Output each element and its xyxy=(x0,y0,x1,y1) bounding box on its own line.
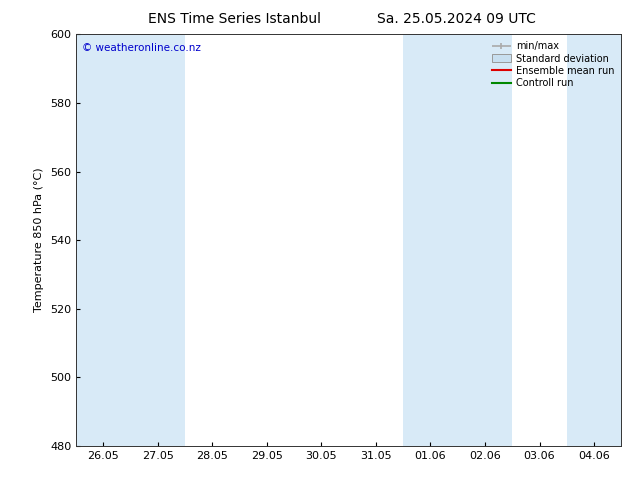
Text: Sa. 25.05.2024 09 UTC: Sa. 25.05.2024 09 UTC xyxy=(377,12,536,26)
Bar xyxy=(567,34,621,446)
Bar xyxy=(403,34,458,446)
Text: © weatheronline.co.nz: © weatheronline.co.nz xyxy=(82,43,200,52)
Bar xyxy=(131,34,185,446)
Text: ENS Time Series Istanbul: ENS Time Series Istanbul xyxy=(148,12,321,26)
Legend: min/max, Standard deviation, Ensemble mean run, Controll run: min/max, Standard deviation, Ensemble me… xyxy=(489,39,616,90)
Bar xyxy=(458,34,512,446)
Bar xyxy=(76,34,131,446)
Y-axis label: Temperature 850 hPa (°C): Temperature 850 hPa (°C) xyxy=(34,168,44,313)
